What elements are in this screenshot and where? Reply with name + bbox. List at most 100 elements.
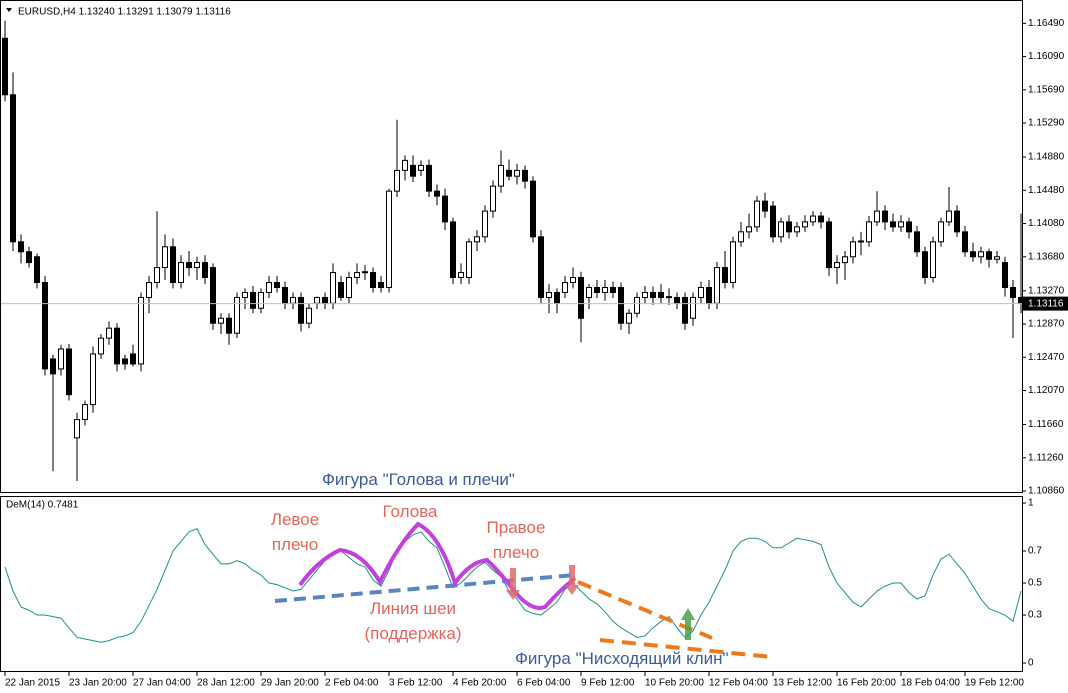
candle-body — [850, 241, 856, 258]
candle-body — [530, 180, 536, 238]
candle-body — [322, 296, 328, 304]
candle-body — [458, 272, 464, 279]
candle-body — [882, 210, 888, 223]
chart-title: EURUSD,H4 1.13240 1.13291 1.13079 1.1311… — [18, 7, 231, 18]
candle-body — [170, 246, 176, 284]
marks: 1.16490 1.16090 1.15690 1.15290 1.14880 1.144… — [1, 18, 1068, 689]
candle-body — [106, 327, 112, 339]
candle-body — [370, 272, 376, 288]
candle-body — [202, 262, 208, 279]
candle-body — [506, 169, 512, 177]
x-tick-label: 4 Feb 20:00 — [453, 678, 507, 689]
candle-body — [178, 262, 184, 284]
y-tick-label: 1.12470 — [1028, 352, 1065, 363]
candle-body — [818, 215, 824, 223]
x-tick-label: 9 Feb 12:00 — [581, 678, 635, 689]
candle-body — [810, 215, 816, 223]
candle-body — [354, 272, 360, 279]
candle-body — [674, 296, 680, 304]
candle-body — [922, 251, 928, 279]
last-price-label: 1.13116 — [1028, 298, 1064, 309]
candle-body — [306, 307, 312, 324]
candle-body — [746, 226, 752, 233]
candle-body — [994, 256, 1000, 260]
annotation: Фигура "Голова и плечи" — [322, 470, 515, 489]
annotation: Линия шеи (поддержка) — [364, 599, 462, 643]
candle-body — [946, 210, 952, 223]
candle-body — [826, 221, 832, 269]
candle-body — [442, 195, 448, 223]
pattern-curve — [298, 521, 577, 610]
x-tick-label: 12 Feb 04:00 — [709, 678, 768, 689]
main-panel — [0, 0, 1023, 493]
y-tick-label: 1 — [1028, 498, 1034, 509]
candle-body — [378, 282, 384, 288]
x-tick-label: 13 Feb 12:00 — [773, 678, 832, 689]
candle-body — [58, 348, 64, 370]
candle-body — [970, 251, 976, 258]
candle-body — [1018, 296, 1024, 304]
candle-body — [514, 169, 520, 177]
candle-body — [914, 231, 920, 253]
wedge-lower — [599, 638, 773, 659]
candle-body — [330, 272, 336, 304]
y-tick-label: 1.14880 — [1028, 152, 1065, 163]
x-tick-label: 23 Jan 20:00 — [69, 678, 127, 689]
y-tick-label: 1.10860 — [1028, 486, 1065, 497]
candle-body — [738, 231, 744, 243]
candle-body — [562, 282, 568, 293]
candle-body — [842, 256, 848, 264]
candle-body — [250, 291, 256, 309]
candle-body — [834, 262, 840, 269]
x-tick-label: 29 Jan 20:00 — [261, 678, 319, 689]
candle-body — [154, 267, 160, 284]
y-tick-label: 1.12070 — [1028, 385, 1065, 396]
candle-body — [234, 296, 240, 334]
candle-body — [794, 226, 800, 233]
candle-body — [90, 353, 96, 406]
candle-body — [714, 267, 720, 304]
candle-body — [754, 200, 760, 228]
candle-body — [266, 282, 272, 293]
y-tick-label: 1.16090 — [1028, 51, 1065, 62]
candle-body — [658, 291, 664, 298]
candle-body — [762, 200, 768, 212]
x-tick-label: 18 Feb 04:00 — [901, 678, 960, 689]
x-tick-label: 16 Feb 20:00 — [837, 678, 896, 689]
candle-body — [618, 286, 624, 324]
candle-body — [906, 221, 912, 233]
annotation: Правое плечо — [486, 518, 546, 562]
candle-body — [218, 317, 224, 324]
candle-body — [938, 221, 944, 243]
candle-body — [130, 353, 136, 365]
candle-body — [474, 236, 480, 243]
candle-body — [578, 277, 584, 319]
candle-body — [690, 296, 696, 319]
candle-body — [114, 327, 120, 365]
candle-body — [362, 271, 368, 274]
annotations-drawing — [274, 521, 773, 659]
candle-body — [570, 277, 576, 284]
candle-body — [954, 210, 960, 233]
candle-body — [98, 337, 104, 355]
candle-body — [450, 221, 456, 279]
candle-body — [138, 296, 144, 365]
candle-body — [730, 241, 736, 284]
candle-body — [546, 291, 552, 298]
candle-body — [802, 221, 808, 228]
x-tick-label: 22 Jan 2015 — [5, 678, 60, 689]
candle-body — [962, 231, 968, 253]
up-arrow — [681, 608, 695, 640]
down-arrow — [506, 568, 520, 600]
candle-body — [930, 241, 936, 279]
candle-body — [642, 291, 648, 298]
candle-body — [602, 286, 608, 293]
y-tick-label: 0.7 — [1028, 546, 1042, 557]
candle-body — [1002, 262, 1008, 288]
candle-body — [394, 169, 400, 192]
y-tick-label: 1.13680 — [1028, 251, 1065, 262]
y-tick-label: 0.5 — [1028, 578, 1042, 589]
candle-body — [186, 262, 192, 269]
candle-body — [338, 282, 344, 298]
